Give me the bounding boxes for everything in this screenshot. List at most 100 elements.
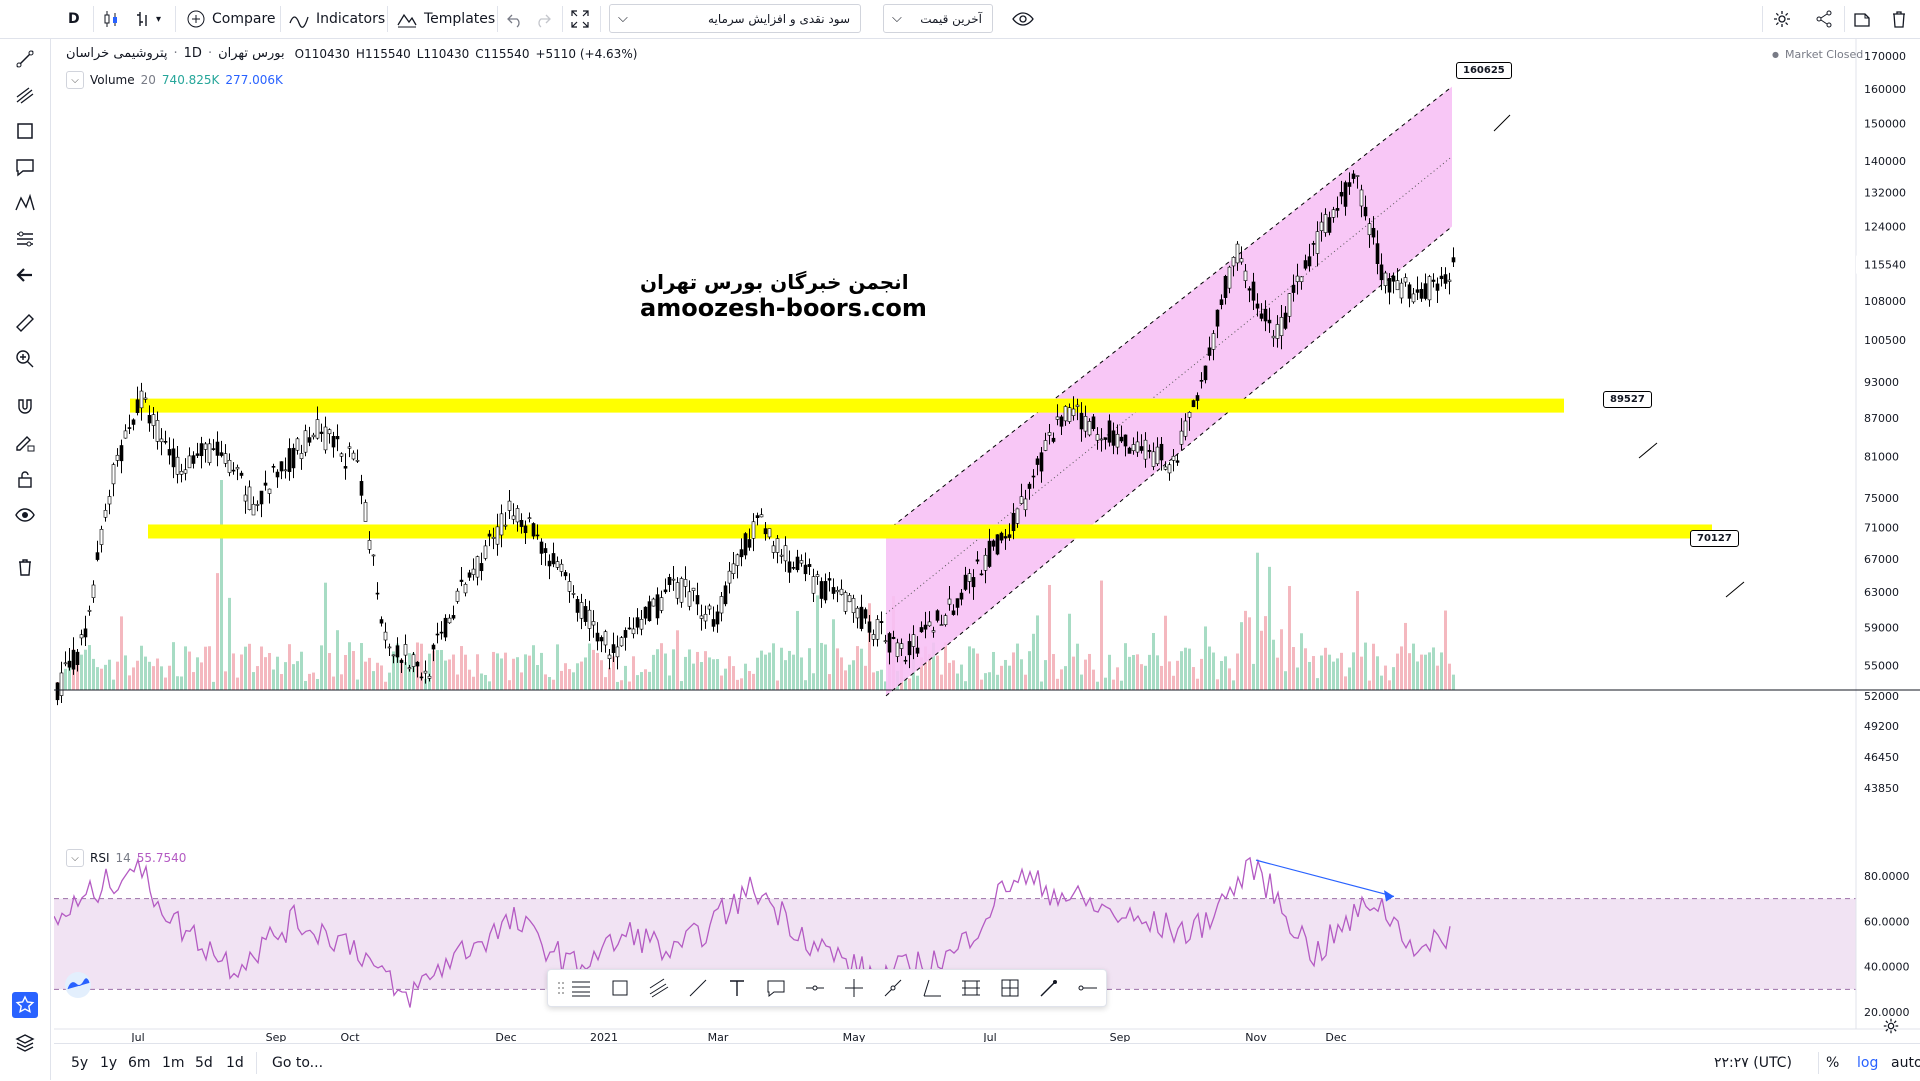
collapse-chevron-icon[interactable]: ⌵: [66, 849, 84, 867]
time-tick-label: Dec: [495, 1031, 516, 1042]
candle-body: [395, 645, 400, 658]
delete-icon[interactable]: [1890, 0, 1908, 38]
candle-body: [127, 427, 132, 429]
candle-body: [1311, 243, 1316, 245]
arrow-back-icon[interactable]: [12, 262, 38, 288]
angle-icon[interactable]: [919, 975, 945, 1001]
horizontal-lines-icon[interactable]: [568, 975, 594, 1001]
zoom-in-icon[interactable]: [12, 346, 38, 372]
range-1d[interactable]: 1d: [226, 1054, 244, 1071]
rectangle-icon[interactable]: [607, 975, 633, 1001]
templates-button[interactable]: Templates: [396, 0, 495, 38]
candle-body: [483, 545, 488, 559]
pencil-lock-icon[interactable]: [12, 430, 38, 456]
settings-gear-icon[interactable]: [1772, 0, 1792, 38]
symbol-name[interactable]: پتروشیمی خراسان: [66, 46, 168, 61]
candle-body: [1419, 288, 1424, 299]
candle-body: [659, 597, 664, 611]
range-5d[interactable]: 5d: [195, 1054, 213, 1071]
callout-mid[interactable]: 89527: [1603, 391, 1652, 408]
candle-body: [627, 627, 632, 630]
bar-style-icon[interactable]: ▾: [134, 0, 161, 38]
rectangle-icon[interactable]: [12, 118, 38, 144]
volume-bar: [1044, 660, 1047, 690]
trend-line-icon[interactable]: [12, 46, 38, 72]
candle-body: [1067, 407, 1072, 422]
channel-icon[interactable]: [646, 975, 672, 1001]
price-tick-label: 108000: [1864, 295, 1906, 308]
layers-icon[interactable]: [12, 1030, 38, 1056]
ruler-icon[interactable]: [12, 310, 38, 336]
collapse-chevron-icon[interactable]: ⌵: [66, 71, 84, 89]
fib-icon[interactable]: [958, 975, 984, 1001]
interval-button[interactable]: D: [68, 11, 80, 27]
callout-low[interactable]: 70127: [1690, 530, 1739, 547]
volume-bar: [688, 649, 691, 690]
candle-body: [1175, 460, 1180, 463]
bottom-toolbar: 5y 1y 6m 1m 5d 1d Go to... ۲۲:۲۷ (UTC) %…: [54, 1043, 1920, 1081]
percent-toggle[interactable]: %: [1826, 1054, 1840, 1071]
range-5y[interactable]: 5y: [71, 1054, 89, 1071]
pattern-icon[interactable]: [12, 190, 38, 216]
magnet-icon[interactable]: [12, 394, 38, 420]
volume-bar: [212, 681, 215, 690]
share-icon[interactable]: [1814, 0, 1834, 38]
callout-icon[interactable]: [763, 975, 789, 1001]
candle-body: [763, 528, 768, 535]
prediction-icon[interactable]: [12, 226, 38, 252]
range-1m[interactable]: 1m: [162, 1054, 185, 1071]
lock-icon[interactable]: [12, 466, 38, 492]
templates-label: Templates: [424, 11, 496, 27]
brush-icon[interactable]: [1036, 975, 1062, 1001]
candle-body: [335, 436, 340, 440]
volume-bar: [960, 664, 963, 690]
volume-bar: [92, 658, 95, 690]
path-icon[interactable]: [880, 975, 906, 1001]
drag-handle-icon[interactable]: [556, 975, 566, 1001]
price-source-select[interactable]: ⌵ آخرین قیمت: [883, 4, 993, 33]
clock-label[interactable]: ۲۲:۲۷ (UTC): [1714, 1054, 1792, 1071]
goto-button[interactable]: Go to...: [272, 1054, 324, 1071]
volume-bar: [1352, 652, 1355, 690]
volume-bar: [1012, 652, 1015, 690]
range-6m[interactable]: 6m: [128, 1054, 151, 1071]
candle-body: [383, 631, 388, 641]
grid-icon[interactable]: [997, 975, 1023, 1001]
candle-body: [63, 662, 68, 665]
trend-line-icon[interactable]: [685, 975, 711, 1001]
scale-settings-gear-icon[interactable]: [1882, 1017, 1900, 1039]
volume-bar: [824, 644, 827, 690]
snapshot-icon[interactable]: [1852, 0, 1872, 38]
volume-bar: [456, 674, 459, 690]
price-chart[interactable]: 170000 160000 150000 140000 132000 124000 1155…: [54, 39, 1920, 1042]
volume-bar: [248, 643, 251, 690]
compare-button[interactable]: Compare: [186, 0, 276, 38]
auto-toggle[interactable]: auto: [1891, 1054, 1920, 1071]
favorites-star-icon[interactable]: [12, 992, 38, 1018]
horizontal-ray-icon[interactable]: [802, 975, 828, 1001]
candle-body: [859, 606, 864, 629]
candle-body: [1343, 182, 1348, 207]
fib-retracement-icon[interactable]: [12, 82, 38, 108]
tradingview-logo-icon[interactable]: [62, 970, 94, 1000]
range-1y[interactable]: 1y: [100, 1054, 118, 1071]
eye-icon[interactable]: [12, 502, 38, 528]
volume-bar: [68, 660, 71, 690]
trash-icon[interactable]: [12, 554, 38, 580]
callout-icon[interactable]: [12, 154, 38, 180]
cross-line-icon[interactable]: [841, 975, 867, 1001]
candle-body: [163, 441, 168, 443]
candle-body: [1347, 182, 1352, 187]
volume-bar: [464, 654, 467, 690]
horizontal-line-icon[interactable]: [1075, 975, 1101, 1001]
visibility-eye-icon[interactable]: [1011, 0, 1035, 38]
log-toggle[interactable]: log: [1857, 1054, 1879, 1071]
redo-icon[interactable]: [534, 0, 552, 38]
text-icon[interactable]: [724, 975, 750, 1001]
indicators-button[interactable]: Indicators: [288, 0, 385, 38]
callout-top[interactable]: 160625: [1456, 62, 1512, 79]
template-select[interactable]: ⌵ سود نقدی و افزایش سرمایه: [609, 4, 861, 33]
fullscreen-icon[interactable]: [570, 0, 590, 38]
undo-icon[interactable]: [506, 0, 524, 38]
candles-icon[interactable]: [102, 0, 120, 38]
